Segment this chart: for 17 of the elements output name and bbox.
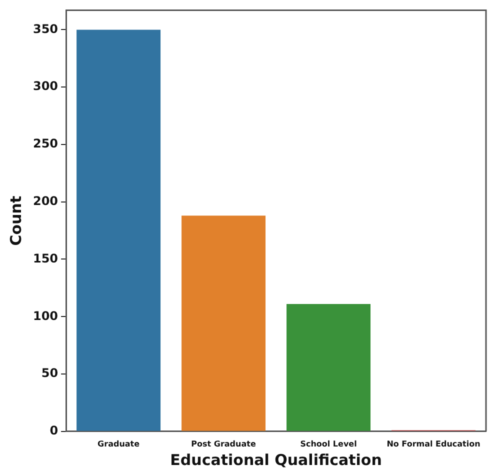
y-tick-label: 150 xyxy=(32,251,58,266)
y-axis-title: Count xyxy=(6,196,25,246)
bar xyxy=(76,30,161,431)
x-axis-title: Educational Qualification xyxy=(170,450,382,469)
x-tick-label: School Level xyxy=(300,439,358,448)
y-tick-label: 200 xyxy=(32,194,58,208)
y-tick-label: 250 xyxy=(32,136,58,151)
y-tick-label: 100 xyxy=(32,308,58,323)
y-tick-label: 300 xyxy=(32,79,58,94)
bar xyxy=(182,216,266,431)
x-tick-label: Post Graduate xyxy=(191,439,256,448)
y-tick-label: 50 xyxy=(41,366,58,380)
y-tick-label: 350 xyxy=(32,22,58,36)
bar xyxy=(286,304,371,431)
x-tick-label: No Formal Education xyxy=(386,439,481,448)
x-tick-label: Graduate xyxy=(98,439,140,448)
y-tick-label: 0 xyxy=(50,424,58,438)
